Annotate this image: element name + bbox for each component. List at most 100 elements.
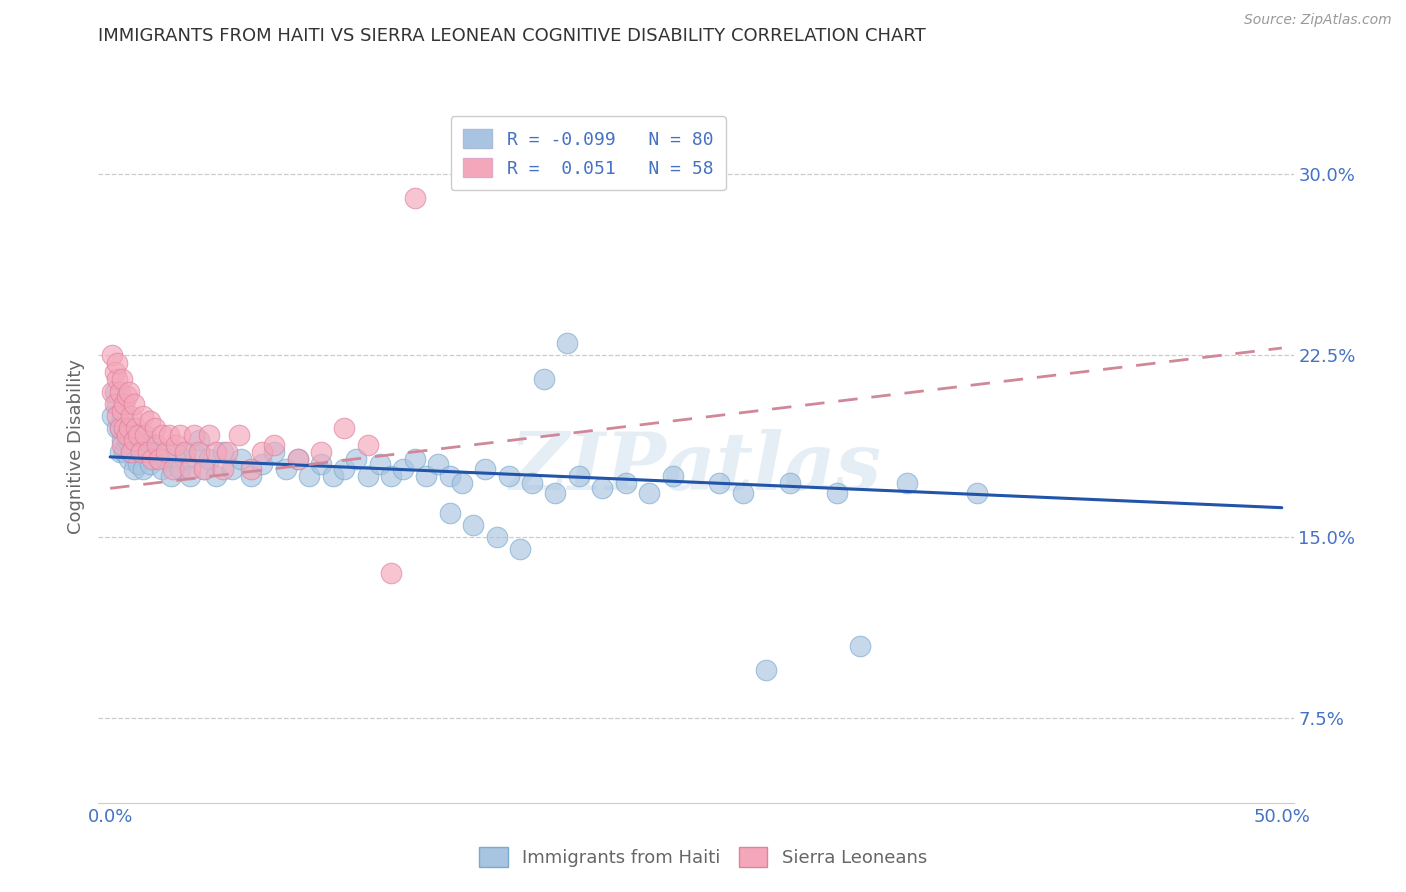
Point (111, 409, 134, 423)
Point (101, 384, 124, 399)
Point (118, 384, 141, 399)
Point (165, 445, 187, 459)
Point (118, 452, 141, 467)
Point (132, 409, 155, 423)
Point (105, 397, 128, 411)
Point (252, 445, 274, 459)
Point (112, 445, 135, 459)
Point (188, 445, 211, 459)
Point (239, 462, 262, 476)
Point (415, 469, 437, 483)
Point (217, 445, 239, 459)
Point (108, 421, 131, 435)
Point (509, 541, 531, 556)
Point (380, 566, 402, 580)
Point (183, 428, 205, 442)
Point (148, 452, 170, 467)
Point (104, 397, 127, 411)
Point (120, 445, 142, 459)
Point (520, 476, 543, 491)
Point (108, 445, 131, 459)
Point (157, 428, 180, 442)
Point (146, 445, 169, 459)
Point (112, 397, 135, 411)
Point (298, 469, 321, 483)
Point (115, 428, 138, 442)
Point (357, 469, 380, 483)
Point (162, 462, 184, 476)
Point (463, 517, 485, 532)
Point (849, 639, 872, 653)
Point (755, 663, 778, 677)
Point (143, 421, 166, 435)
Point (231, 452, 253, 467)
Point (108, 384, 131, 399)
Point (115, 433, 138, 447)
Point (105, 409, 128, 423)
Point (591, 481, 613, 495)
Point (197, 452, 219, 467)
Point (555, 336, 578, 351)
Point (118, 421, 141, 435)
Point (141, 452, 163, 467)
Y-axis label: Cognitive Disability: Cognitive Disability (66, 359, 84, 533)
Text: Source: ZipAtlas.com: Source: ZipAtlas.com (1244, 13, 1392, 28)
Point (127, 457, 149, 471)
Point (183, 445, 205, 459)
Point (228, 428, 250, 442)
Point (239, 469, 262, 483)
Point (169, 462, 191, 476)
Point (779, 476, 801, 491)
Point (108, 421, 131, 435)
Point (309, 445, 332, 459)
Point (105, 355, 128, 369)
Point (380, 469, 402, 483)
Point (105, 421, 128, 435)
Point (498, 469, 520, 483)
Point (136, 445, 159, 459)
Point (263, 438, 285, 452)
Point (896, 476, 918, 491)
Point (101, 348, 124, 362)
Point (111, 372, 134, 386)
Point (274, 462, 297, 476)
Point (287, 452, 309, 467)
Point (638, 486, 661, 500)
Point (104, 365, 127, 379)
Point (404, 452, 426, 467)
Point (544, 486, 567, 500)
Point (439, 506, 461, 520)
Point (111, 438, 134, 452)
Point (309, 457, 332, 471)
Point (120, 445, 142, 459)
Point (221, 462, 243, 476)
Point (614, 476, 637, 491)
Point (450, 476, 472, 491)
Point (150, 428, 173, 442)
Point (115, 389, 138, 403)
Point (179, 469, 201, 483)
Point (322, 469, 344, 483)
Point (709, 476, 731, 491)
Point (731, 486, 754, 500)
Point (165, 438, 187, 452)
Point (485, 530, 508, 544)
Point (427, 457, 450, 471)
Point (105, 372, 128, 386)
Point (533, 372, 555, 386)
Point (404, 191, 426, 205)
Point (344, 452, 367, 467)
Point (112, 421, 135, 435)
Point (122, 462, 145, 476)
Point (211, 462, 233, 476)
Point (101, 409, 124, 423)
Point (155, 445, 177, 459)
Point (179, 462, 201, 476)
Point (122, 433, 145, 447)
Point (333, 421, 356, 435)
Point (139, 414, 162, 428)
Point (252, 457, 274, 471)
Point (174, 445, 197, 459)
Point (661, 469, 683, 483)
Point (439, 469, 461, 483)
